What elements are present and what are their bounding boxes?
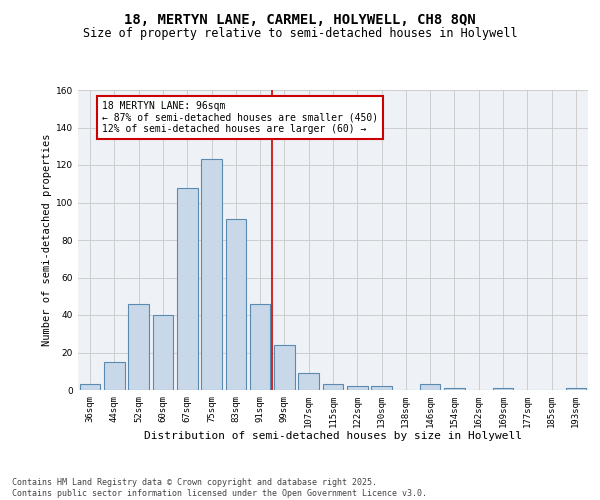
Bar	[347, 386, 368, 390]
X-axis label: Distribution of semi-detached houses by size in Holywell: Distribution of semi-detached houses by …	[144, 432, 522, 442]
Bar	[323, 384, 343, 390]
Bar	[493, 388, 514, 390]
Bar	[274, 345, 295, 390]
Y-axis label: Number of semi-detached properties: Number of semi-detached properties	[42, 134, 52, 346]
Bar	[177, 188, 197, 390]
Bar	[250, 304, 271, 390]
Text: Size of property relative to semi-detached houses in Holywell: Size of property relative to semi-detach…	[83, 28, 517, 40]
Text: Contains HM Land Registry data © Crown copyright and database right 2025.
Contai: Contains HM Land Registry data © Crown c…	[12, 478, 427, 498]
Text: 18, MERTYN LANE, CARMEL, HOLYWELL, CH8 8QN: 18, MERTYN LANE, CARMEL, HOLYWELL, CH8 8…	[124, 12, 476, 26]
Text: 18 MERTYN LANE: 96sqm
← 87% of semi-detached houses are smaller (450)
12% of sem: 18 MERTYN LANE: 96sqm ← 87% of semi-deta…	[102, 101, 379, 134]
Bar	[444, 388, 465, 390]
Bar	[566, 388, 586, 390]
Bar	[152, 315, 173, 390]
Bar	[298, 373, 319, 390]
Bar	[420, 384, 440, 390]
Bar	[226, 220, 246, 390]
Bar	[128, 304, 149, 390]
Bar	[201, 160, 222, 390]
Bar	[371, 386, 392, 390]
Bar	[104, 362, 125, 390]
Bar	[80, 384, 100, 390]
